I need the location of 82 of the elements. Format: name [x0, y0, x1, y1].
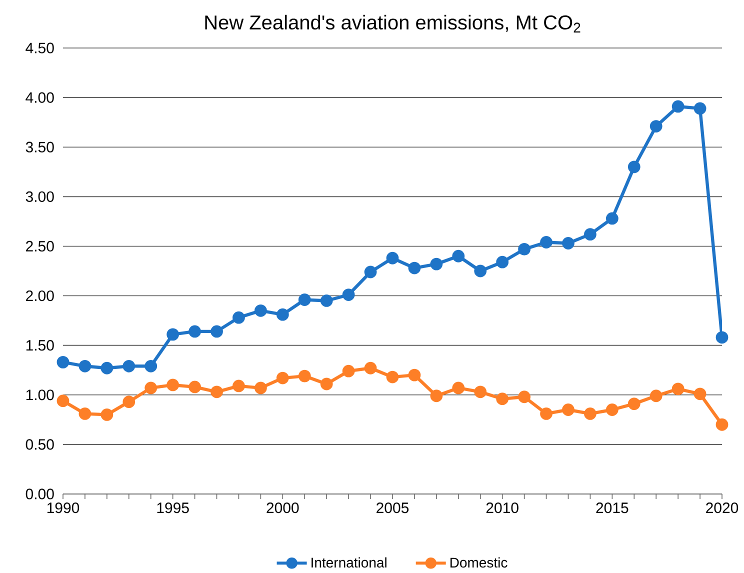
point — [56, 356, 70, 368]
point — [56, 394, 70, 408]
point — [100, 408, 114, 421]
point — [364, 362, 377, 374]
point — [408, 262, 421, 274]
y-tick-label: 0.50 — [26, 439, 54, 450]
point — [408, 368, 421, 382]
point — [122, 360, 136, 372]
y-tick-label: 1.00 — [26, 390, 54, 400]
point — [606, 212, 618, 225]
point — [628, 398, 640, 410]
y-tick-label: 4.50 — [26, 42, 54, 54]
y-tick-label: 3.50 — [26, 142, 54, 152]
y-tick-label: 4.00 — [26, 92, 54, 103]
point — [100, 362, 114, 374]
point — [364, 266, 377, 278]
point — [254, 382, 267, 394]
point — [320, 378, 333, 390]
x-tick-label: 2010 — [486, 502, 518, 514]
point — [496, 392, 509, 406]
point — [694, 102, 706, 115]
point — [188, 325, 201, 338]
point — [276, 372, 289, 384]
point — [122, 396, 136, 408]
point — [144, 360, 158, 372]
point — [166, 378, 180, 392]
point — [188, 380, 201, 394]
point — [452, 250, 465, 262]
x-tick-label: 2000 — [266, 502, 299, 514]
point — [518, 390, 531, 404]
point — [430, 258, 443, 270]
y-tick-label: 0.00 — [26, 488, 54, 500]
point — [628, 160, 640, 174]
point — [298, 294, 311, 306]
legend-label: International — [312, 557, 386, 568]
point — [342, 288, 355, 301]
point — [694, 388, 706, 400]
point — [672, 382, 684, 396]
y-tick-label: 3.00 — [26, 191, 54, 202]
x-tick-label: 1990 — [47, 502, 80, 514]
point — [232, 311, 245, 324]
point — [650, 390, 662, 402]
point — [430, 390, 443, 402]
point — [320, 294, 333, 307]
y-tick-label: 1.50 — [26, 340, 54, 351]
point — [518, 242, 531, 256]
point — [210, 325, 223, 338]
chart-title: New Zealand's aviation emissions, Mt CO$_{2}$ — [205, 14, 580, 32]
point — [716, 331, 728, 344]
point — [496, 256, 509, 268]
point — [166, 328, 180, 341]
legend-label: Domestic — [450, 557, 508, 568]
point — [342, 364, 355, 378]
point — [144, 382, 158, 394]
point — [452, 382, 465, 394]
point — [672, 100, 684, 113]
point — [584, 228, 596, 241]
point — [232, 380, 245, 392]
point — [606, 404, 618, 416]
point — [584, 408, 596, 420]
point — [210, 386, 223, 398]
point — [386, 370, 399, 384]
point — [474, 264, 487, 278]
x-tick-label: 1995 — [157, 502, 189, 514]
point — [562, 404, 574, 416]
point — [474, 386, 487, 398]
point — [298, 370, 311, 382]
point — [78, 360, 92, 372]
point — [650, 120, 662, 132]
y-tick-label: 2.50 — [26, 240, 54, 252]
x-tick-label: 2020 — [706, 502, 738, 514]
point — [540, 408, 552, 420]
x-tick-label: 2015 — [596, 502, 628, 514]
point — [386, 252, 399, 264]
point — [716, 418, 728, 431]
y-tick-label: 2.00 — [26, 290, 54, 302]
point — [562, 237, 574, 250]
point — [540, 236, 552, 248]
point — [254, 304, 267, 317]
point — [276, 308, 289, 321]
point — [78, 408, 92, 420]
x-tick-label: 2005 — [376, 502, 409, 514]
